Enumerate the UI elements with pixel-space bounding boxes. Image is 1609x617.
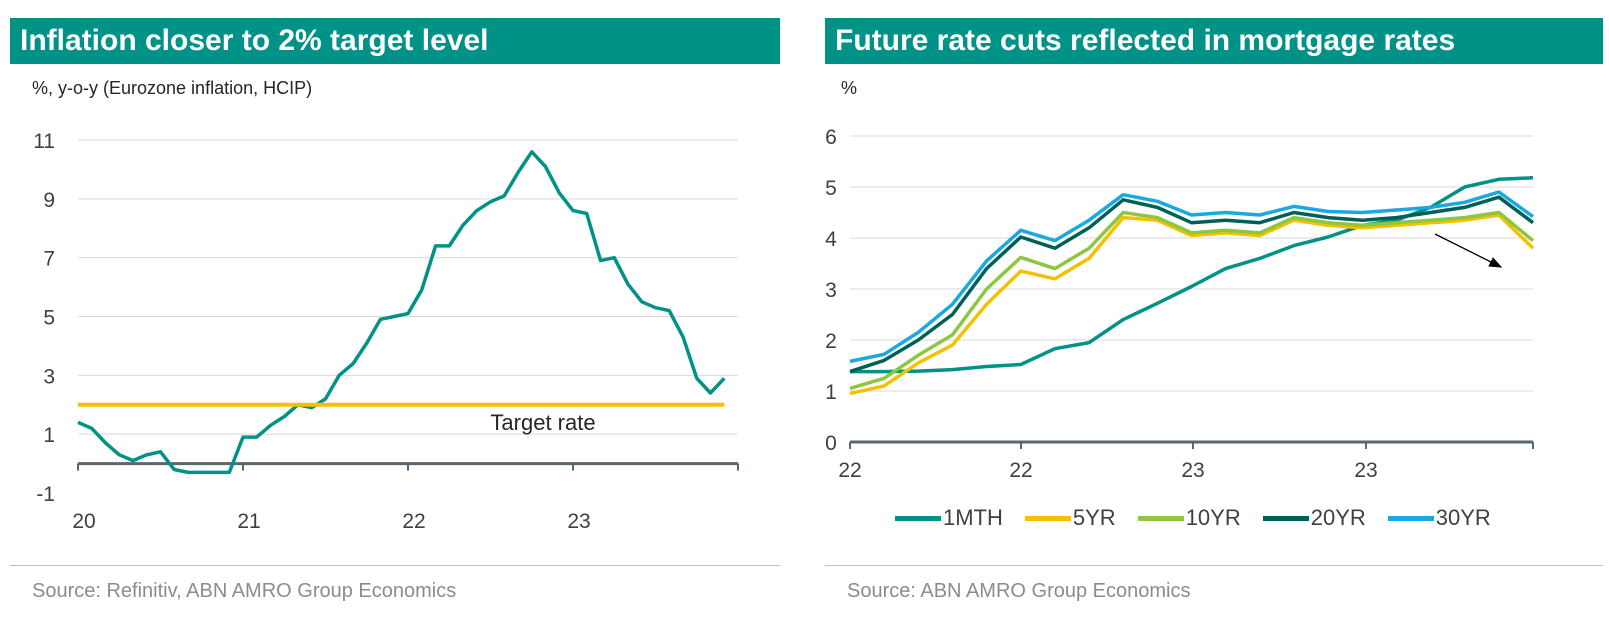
left-chart-unit-label: %, y-o-y (Eurozone inflation, HCIP) [32,78,313,98]
right-y-tick-label: 3 [825,279,837,302]
right-chart-unit-label: % [841,78,858,98]
left-chart-title: Inflation closer to 2% target level [10,18,780,64]
left-x-tick-label: 23 [567,510,590,533]
right-y-tick-label: 0 [825,432,837,455]
legend-label: 20YR [1310,505,1366,530]
series-line-20yr [849,195,1535,374]
left-y-tick-label: 11 [33,130,55,153]
rate-cut-arrow [1434,233,1503,268]
right-y-tick-label: 5 [825,177,837,200]
right-x-tick-label: 22 [838,459,861,482]
left-chart-svg: -1 1 3 5 7 9 11 20 21 22 23 Target rate [33,130,739,533]
left-x-tick-label: 20 [72,510,95,533]
right-x-tick-label: 23 [1354,459,1377,482]
right-y-tick-label: 4 [825,228,837,251]
right-chart-title: Future rate cuts reflected in mortgage r… [825,18,1603,64]
right-chart-legend: 1MTH 5YR 10YR 20YR 30YR [895,505,1513,531]
legend-item-30yr: 30YR [1387,505,1491,531]
legend-item-10yr: 10YR [1137,505,1241,531]
right-y-tick-label: 6 [825,126,837,149]
legend-item-5yr: 5YR [1024,505,1116,531]
legend-label: 10YR [1185,505,1241,530]
left-y-tick-label: 1 [43,424,55,447]
left-y-tick-label: 7 [43,248,55,271]
left-chart-panel: Inflation closer to 2% target level %, y… [0,0,790,617]
left-y-tick-label: 9 [43,189,55,212]
right-chart-source: Source: ABN AMRO Group Economics [847,580,1191,602]
legend-swatch [1137,515,1184,521]
left-y-tick-label: 5 [43,307,55,330]
left-x-tick-label: 21 [237,510,260,533]
target-rate-annotation: Target rate [490,410,595,435]
legend-item-1mth: 1MTH [895,505,1003,531]
legend-swatch [1387,515,1434,521]
left-chart-source: Source: Refinitiv, ABN AMRO Group Econom… [32,580,457,602]
legend-swatch [1262,515,1309,521]
inflation-series-line [77,150,726,475]
legend-label: 1MTH [943,505,1003,530]
series-line-30yr [849,190,1535,364]
right-source-divider [825,565,1603,566]
legend-swatch [895,515,941,521]
series-line-10yr [849,210,1535,391]
left-y-tick-label: 3 [43,365,55,388]
left-x-tick-label: 22 [402,510,425,533]
legend-label: 5YR [1072,505,1116,530]
right-chart-panel: Future rate cuts reflected in mortgage r… [825,0,1609,617]
legend-swatch [1024,515,1071,521]
series-line-1mth [850,176,1534,374]
left-source-divider [10,565,780,566]
legend-item-20yr: 20YR [1262,505,1366,531]
right-x-tick-label: 23 [1181,459,1204,482]
right-y-tick-label: 2 [825,330,837,353]
right-x-tick-label: 22 [1009,459,1032,482]
left-y-tick-label: -1 [36,483,55,506]
legend-label: 30YR [1435,505,1491,530]
series-line-5yr [849,213,1535,396]
right-y-tick-label: 1 [825,381,837,404]
